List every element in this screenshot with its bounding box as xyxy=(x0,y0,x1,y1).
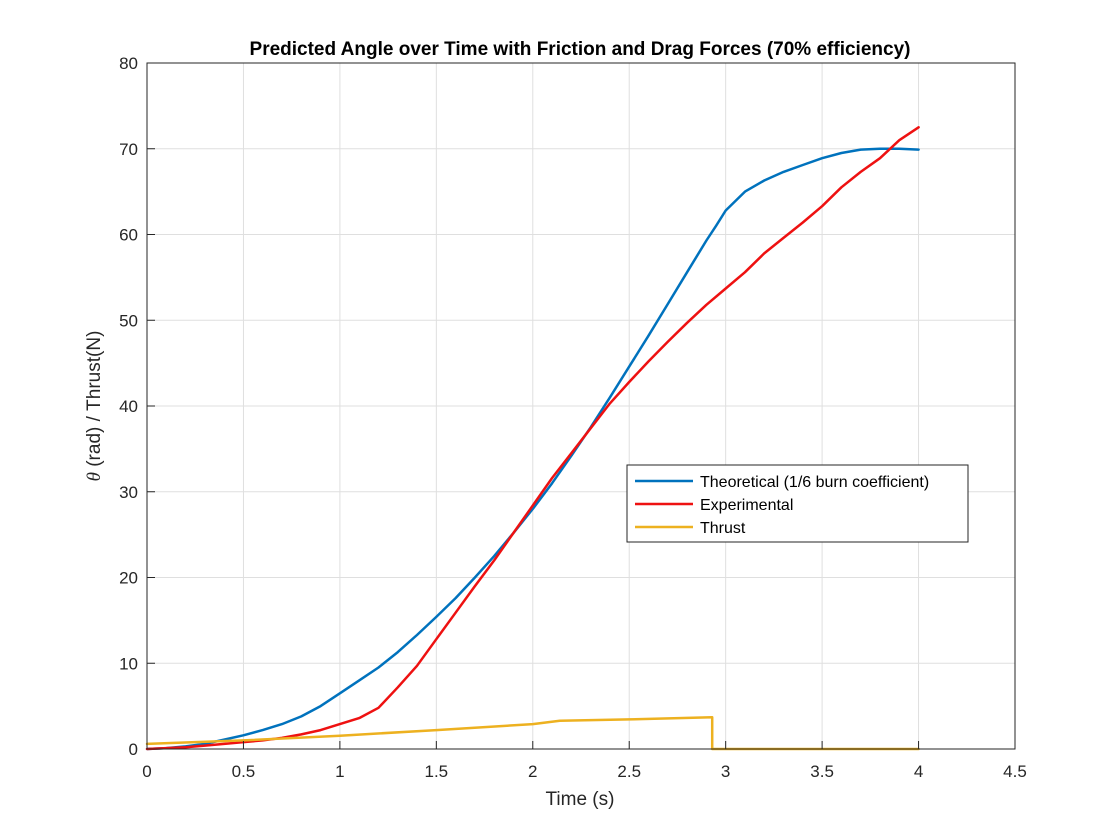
y-tick-label: 60 xyxy=(119,226,138,245)
legend: Theoretical (1/6 burn coefficient) Experi… xyxy=(626,464,969,543)
x-axis-label: Time (s) xyxy=(546,789,615,810)
x-tick-label: 4 xyxy=(914,762,923,781)
x-tick-label: 1.5 xyxy=(425,762,449,781)
chart-title: Predicted Angle over Time with Friction … xyxy=(250,39,911,60)
y-axis-label: θ (rad) / Thrust(N) xyxy=(84,331,105,482)
x-tick-label: 1 xyxy=(335,762,344,781)
legend-entry-label: Theoretical (1/6 burn coefficient) xyxy=(700,474,929,491)
y-tick-label: 20 xyxy=(119,569,138,588)
x-tick-label: 3.5 xyxy=(810,762,834,781)
x-tick-label: 3 xyxy=(721,762,730,781)
x-tick-label: 2.5 xyxy=(617,762,641,781)
y-tick-label: 10 xyxy=(119,654,138,673)
y-axis-label-symbol: θ xyxy=(84,472,105,481)
series-line-theoretical-1-6-burn-coefficient xyxy=(145,147,920,751)
x-tick-label: 2 xyxy=(528,762,537,781)
legend-entry-label: Experimental xyxy=(700,497,793,514)
y-axis-label-text: (rad) / Thrust(N) xyxy=(84,331,105,472)
x-tick-label: 0.5 xyxy=(232,762,256,781)
tick-layer: 0 0.5 1 1.5 2 2.5 3 3.5 4 4.5 0 10 20 30 40 50 60 70 80 xyxy=(119,54,1027,781)
x-tick-label: 4.5 xyxy=(1003,762,1027,781)
x-tick-label: 0 xyxy=(142,762,151,781)
y-tick-label: 40 xyxy=(119,397,138,416)
y-tick-label: 0 xyxy=(129,740,138,759)
legend-entry-label: Thrust xyxy=(700,520,746,537)
y-tick-label: 70 xyxy=(119,140,138,159)
y-tick-label: 80 xyxy=(119,54,138,73)
y-tick-label: 30 xyxy=(119,483,138,502)
y-tick-label: 50 xyxy=(119,311,138,330)
